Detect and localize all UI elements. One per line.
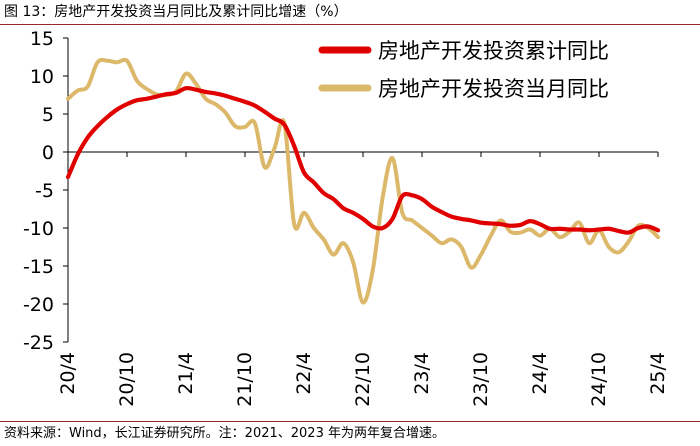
x-tick-label: 21/10 [234, 352, 256, 407]
y-tick-label: -15 [23, 256, 54, 278]
figure-title: 图 13：房地产开发投资当月同比及累计同比增速（%） [4, 4, 348, 20]
title-divider [0, 24, 700, 25]
x-tick-label: 23/10 [470, 352, 492, 407]
x-tick-label: 21/4 [175, 352, 197, 395]
x-tick-label: 22/4 [293, 352, 315, 395]
y-tick-label: 15 [30, 28, 54, 50]
series-lines [65, 57, 661, 305]
y-tick-label: -20 [23, 294, 54, 316]
y-tick-label: 5 [42, 104, 54, 126]
x-tick-label: 25/4 [647, 352, 669, 395]
y-tick-label: -10 [23, 218, 54, 240]
y-axis: 15 10 5 0 -5 -10 -15 -20 -25 [23, 28, 69, 354]
x-tick-label: 22/10 [352, 352, 374, 407]
x-tick-label: 20/4 [57, 352, 79, 395]
y-tick-label: -25 [23, 332, 54, 354]
series-line-cumulative [65, 85, 661, 235]
x-tick-label: 20/10 [116, 352, 138, 407]
y-tick-label: -5 [35, 180, 54, 202]
x-tick-label: 24/10 [588, 352, 610, 407]
y-tick-label: 0 [42, 142, 54, 164]
legend-label-cumulative: 房地产开发投资累计同比 [378, 39, 609, 63]
legend-label-monthly: 房地产开发投资当月同比 [378, 77, 609, 101]
x-tick-label: 23/4 [411, 352, 433, 395]
source-note: 资料来源：Wind，长江证券研究所。注：2021、2023 年为两年复合增速。 [4, 426, 445, 441]
source-divider [0, 421, 700, 422]
y-tick-label: 10 [30, 66, 54, 88]
x-axis: 20/4 20/10 21/4 21/10 22/4 22/10 23/4 23/10 24/4… [57, 151, 669, 407]
x-tick-label: 24/4 [529, 352, 551, 395]
